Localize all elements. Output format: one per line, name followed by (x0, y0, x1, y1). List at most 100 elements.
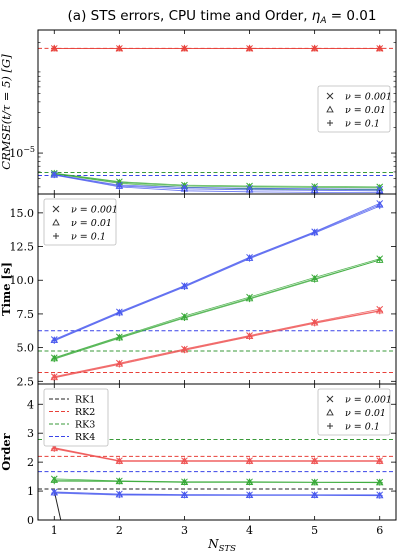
data-point (116, 45, 123, 52)
data-point (51, 490, 58, 497)
series-line (54, 448, 380, 462)
y-tick-label: 10−5 (9, 145, 35, 160)
series-line (54, 310, 380, 378)
data-point (116, 183, 123, 190)
data-point (246, 45, 253, 52)
y-tick-label: 1 (27, 485, 34, 498)
axes-frame (37, 383, 397, 521)
legend-label: ν = 0.001 (71, 205, 118, 216)
legend-label: ν = 0.01 (71, 218, 112, 229)
series-line (54, 173, 380, 189)
legend-marker (326, 92, 334, 100)
data-point (376, 45, 383, 52)
data-point (311, 230, 318, 237)
legend-marker (53, 233, 59, 239)
y-tick-label: 3 (27, 427, 34, 440)
data-point (51, 356, 58, 363)
legend-marker (327, 423, 333, 429)
legend-marker (327, 120, 333, 126)
legend-label: RK4 (75, 432, 95, 443)
data-point (376, 308, 383, 315)
data-point (376, 458, 383, 465)
data-point (376, 479, 383, 486)
data-point (51, 45, 58, 52)
legend-marker (326, 395, 334, 403)
legend-label: ν = 0.1 (345, 422, 380, 433)
rk1-drop-line (53, 490, 62, 521)
data-point (116, 310, 123, 317)
legend-label: RK3 (75, 420, 95, 431)
data-point (311, 492, 318, 499)
x-tick-label: 4 (246, 524, 253, 537)
data-point (181, 314, 188, 321)
data-point (51, 445, 58, 452)
data-point (116, 478, 123, 485)
series-line (54, 172, 380, 188)
series-line (54, 174, 380, 192)
data-point (246, 458, 253, 465)
series-line (54, 205, 380, 342)
y-tick-label: 0 (27, 514, 34, 527)
legend-nu: ν = 0.001 ν = 0.01 ν = 0.1 (317, 85, 392, 133)
y-tick-label: 4 (27, 398, 34, 411)
data-point (376, 492, 383, 499)
order-panel: 1 2 3 4 5 6 0 1 2 3 4 Order ν = 0.001 ν = 0.01 ν = 0.1… (0, 383, 397, 537)
legend-label: ν = 0.001 (345, 92, 392, 103)
x-axis-label: NSTS (207, 537, 236, 554)
y-tick-label: 10.0 (10, 274, 35, 287)
series-line (54, 174, 380, 193)
title-text: (a) STS errors, CPU time and Order, (68, 8, 312, 24)
data-point (116, 492, 123, 499)
title-sub: A (319, 16, 326, 26)
series-line (54, 308, 380, 377)
data-point (181, 283, 188, 290)
title-tail: = 0.01 (327, 8, 377, 24)
data-point (246, 296, 253, 303)
data-point (376, 257, 383, 264)
x-tick-label: 1 (51, 524, 58, 537)
legend-marker (326, 408, 334, 416)
data-point (311, 458, 318, 465)
data-point (51, 172, 58, 179)
y-tick-label: 2 (27, 456, 34, 469)
y-axis-label: Time [s] (0, 262, 13, 316)
data-point (51, 337, 58, 344)
series-line (54, 310, 380, 379)
data-point (311, 320, 318, 327)
legend-label: RK1 (75, 395, 95, 406)
series-line (54, 258, 380, 359)
legend-marker (52, 218, 60, 226)
data-point (246, 255, 253, 262)
data-point (246, 479, 253, 486)
x-axis-label-main: N (207, 537, 219, 551)
legend-label: ν = 0.01 (345, 408, 386, 419)
series-line (54, 447, 380, 462)
legend-label: ν = 0.001 (345, 395, 392, 406)
y-axis-label: Order (0, 432, 13, 470)
data-point (116, 458, 123, 465)
legend-box (43, 198, 117, 246)
data-point (116, 361, 123, 368)
series-line (54, 480, 380, 484)
data-point (51, 478, 58, 485)
x-tick-label: 5 (311, 524, 318, 537)
series-line (54, 259, 380, 360)
data-point (181, 492, 188, 499)
x-tick-label: 2 (116, 524, 123, 537)
y-tick-label: 5.0 (17, 342, 35, 355)
data-point (181, 479, 188, 486)
legend-box (317, 85, 391, 133)
series-line (54, 204, 380, 341)
data-point (376, 203, 383, 210)
series-line (54, 492, 380, 497)
legend-label: RK2 (75, 407, 95, 418)
legend-box (317, 388, 391, 436)
x-tick-label: 3 (181, 524, 188, 537)
data-point (311, 479, 318, 486)
data-point (116, 335, 123, 342)
legend-box (43, 388, 109, 447)
legend-label: ν = 0.01 (345, 105, 386, 116)
series-line (54, 203, 380, 340)
